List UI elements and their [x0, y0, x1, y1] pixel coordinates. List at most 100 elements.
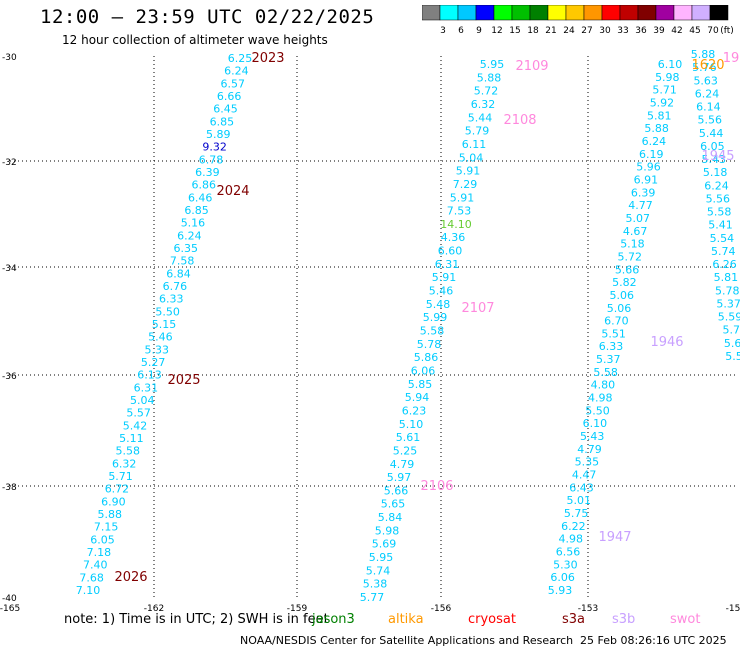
- pass-time-label: 2106: [420, 479, 453, 494]
- wave-height-reading: 5.18: [620, 238, 645, 251]
- wave-height-reading: 5.50: [155, 305, 180, 318]
- pass-time-label: 1945: [701, 149, 734, 164]
- satellite-legend-s3b: s3b: [612, 612, 636, 627]
- pass-time-label: 2109: [515, 59, 548, 74]
- pass-time-label: 2107: [461, 301, 494, 316]
- wave-height-reading: 5.56: [706, 192, 731, 205]
- wave-height-reading: 6.22: [561, 520, 586, 533]
- wave-height-reading: 6.46: [188, 191, 213, 204]
- wave-height-reading: 6.76: [163, 280, 188, 293]
- wave-height-reading: 5.01: [567, 494, 592, 507]
- colorbar-tick-label: 27: [581, 26, 593, 36]
- colorbar-tick-label: 30: [599, 26, 611, 36]
- wave-height-reading: 6.25: [228, 52, 253, 65]
- wave-height-reading: 6.60: [438, 245, 463, 258]
- wave-height-reading: 6.10: [658, 58, 683, 71]
- wave-height-reading: 6.70: [604, 315, 629, 328]
- wave-height-reading: 5.74: [711, 245, 736, 258]
- wave-height-reading: 7.58: [170, 255, 195, 268]
- wave-height-reading: 6.14: [696, 101, 721, 114]
- credit-text: NOAA/NESDIS Center for Satellite Applica…: [240, 634, 574, 647]
- map-axis-labels: -165 -162 -159 -156 -153 -15 -30 -32 -34 -36 -38 -4…: [0, 53, 740, 614]
- wave-height-reading: 5.57: [126, 407, 151, 420]
- generated-timestamp: 25 Feb 08:26:16 UTC 2025: [580, 634, 727, 647]
- wave-height-reading: 5.71: [108, 470, 133, 483]
- wave-height-reading: 6.32: [471, 98, 496, 111]
- wave-height-reading: 6.23: [402, 404, 427, 417]
- wave-height-reading: 5.61: [396, 431, 421, 444]
- wave-height-reading: 4.36: [441, 231, 466, 244]
- page-title: 12:00 – 23:59 UTC 02/22/2025: [40, 6, 375, 28]
- wave-height-reading: 6.43: [569, 481, 594, 494]
- wave-height-reading: 5.41: [708, 219, 733, 232]
- wave-height-reading: 5.97: [387, 471, 412, 484]
- longitude-label: -165: [0, 604, 20, 614]
- wave-height-reading: 5.58: [593, 366, 618, 379]
- wave-height-reading: 5.50: [585, 404, 610, 417]
- pass-time-label: 2026: [114, 570, 147, 585]
- wave-height-reading: 5.91: [450, 191, 475, 204]
- wave-height-reading: 7.68: [79, 571, 104, 584]
- pass-time-label: 2024: [216, 184, 249, 199]
- wave-height-reading: 4.98: [588, 392, 613, 405]
- satellite-legend-altika: altika: [388, 612, 424, 627]
- wave-height-reading: 5.88: [97, 508, 122, 521]
- wave-height-reading: 5.91: [456, 165, 481, 178]
- wave-height-reading: 7.15: [94, 521, 119, 534]
- wave-height-reading: 6.31: [134, 381, 159, 394]
- satellite-legend-s3a: s3a: [562, 612, 586, 627]
- wave-height-reading: 5.44: [468, 111, 493, 124]
- wave-height-reading: 4.77: [628, 199, 653, 212]
- wave-height-reading: 5.48: [426, 298, 451, 311]
- colorbar-tick-label: 33: [617, 26, 629, 36]
- wave-height-reading: 6.32: [112, 457, 137, 470]
- wave-height-reading: 5.30: [553, 558, 578, 571]
- wave-height-reading: 5.89: [206, 128, 231, 141]
- wave-height-reading: 5.98: [375, 524, 400, 537]
- wave-height-reading: 6.85: [210, 115, 235, 128]
- wave-height-reading: 6.19: [639, 148, 664, 161]
- colorbar-swatch: [709, 4, 729, 21]
- wave-height-reading: 5.16: [181, 217, 206, 230]
- latitude-label: -30: [2, 53, 17, 63]
- wave-height-reading: 6.78: [199, 153, 224, 166]
- pass-time-label: 2108: [503, 113, 536, 128]
- wave-height-reading: 6.90: [101, 495, 126, 508]
- wave-height-reading: 6.24: [695, 87, 720, 100]
- colorbar-tick-label: 12: [491, 26, 503, 36]
- wave-height-reading: 6.39: [195, 166, 220, 179]
- wave-height-reading: 6.57: [221, 77, 246, 90]
- wave-height-reading: 5.72: [618, 250, 643, 263]
- wave-height-reading: 6.10: [583, 417, 608, 430]
- wave-height-reading: 6.24: [704, 179, 729, 192]
- wave-height-reading: 5.15: [152, 318, 177, 331]
- colorbar-tick-label: 24: [563, 26, 575, 36]
- wave-height-reading: 5.94: [405, 391, 430, 404]
- wave-height-reading: 6.31: [435, 258, 460, 271]
- wave-height-reading: 5.58: [116, 445, 141, 458]
- colorbar-swatches: [421, 4, 729, 21]
- wave-height-reading: 6.33: [599, 340, 624, 353]
- wave-height-reading: 5.75: [564, 507, 589, 520]
- pass-time-label: 1946: [650, 335, 683, 350]
- wave-height-reading: 5.18: [703, 166, 728, 179]
- wave-height-reading: 5.98: [655, 71, 680, 84]
- wave-height-reading: 6.35: [173, 242, 198, 255]
- wave-height-reading: 5.35: [575, 456, 600, 469]
- wave-height-reading: 5.95: [480, 58, 505, 71]
- wave-height-reading: 6.72: [105, 483, 130, 496]
- wave-height-reading: 5.58: [420, 325, 445, 338]
- wave-height-reading: 5.72: [474, 85, 499, 98]
- wave-height-reading: 5.56: [697, 114, 722, 127]
- wave-height-reading: 5.06: [609, 289, 634, 302]
- wave-height-reading: 5.69: [372, 538, 397, 551]
- colorbar-tick-label: 18: [527, 26, 539, 36]
- longitude-label: -15: [726, 604, 740, 614]
- wave-height-reading: 7.29: [453, 178, 478, 191]
- wave-height-reading: 5.91: [432, 271, 457, 284]
- footer-note: note: 1) Time is in UTC; 2) SWH is in fe…: [64, 612, 329, 627]
- wave-height-reading: 5.46: [148, 331, 173, 344]
- wave-height-reading: 5.82: [612, 276, 637, 289]
- wave-height-reading: 5.27: [141, 356, 166, 369]
